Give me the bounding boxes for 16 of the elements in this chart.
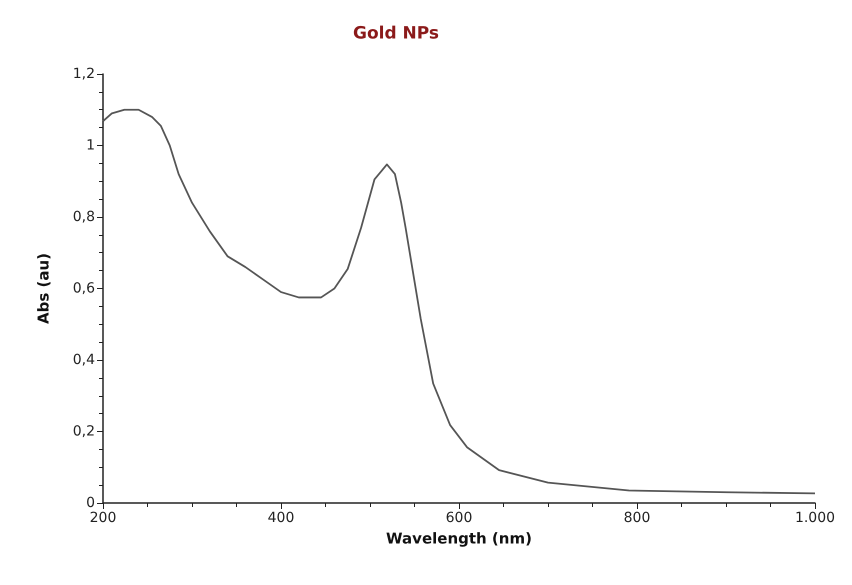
y-tick-label: 0 [86,495,95,511]
y-tick-label: 0,6 [72,280,96,296]
y-tick-label: 1 [86,138,95,154]
y-tick-label: 1,2 [72,66,95,82]
chart-title: Gold NPs [353,24,440,44]
x-tick-label: 600 [446,510,472,526]
y-tick-label: 0,2 [72,424,95,440]
y-tick-label: 0,8 [72,209,95,225]
x-tick-label: 200 [90,510,116,526]
x-tick-label: 400 [268,510,294,526]
y-tick-label: 0,4 [72,352,96,368]
x-tick-label: 800 [624,510,650,526]
x-tick-label: 1.000 [794,510,836,526]
x-axis-title: Wavelength (nm) [386,530,532,548]
y-axis-title: Abs (au) [34,252,52,324]
line-series [102,108,816,494]
